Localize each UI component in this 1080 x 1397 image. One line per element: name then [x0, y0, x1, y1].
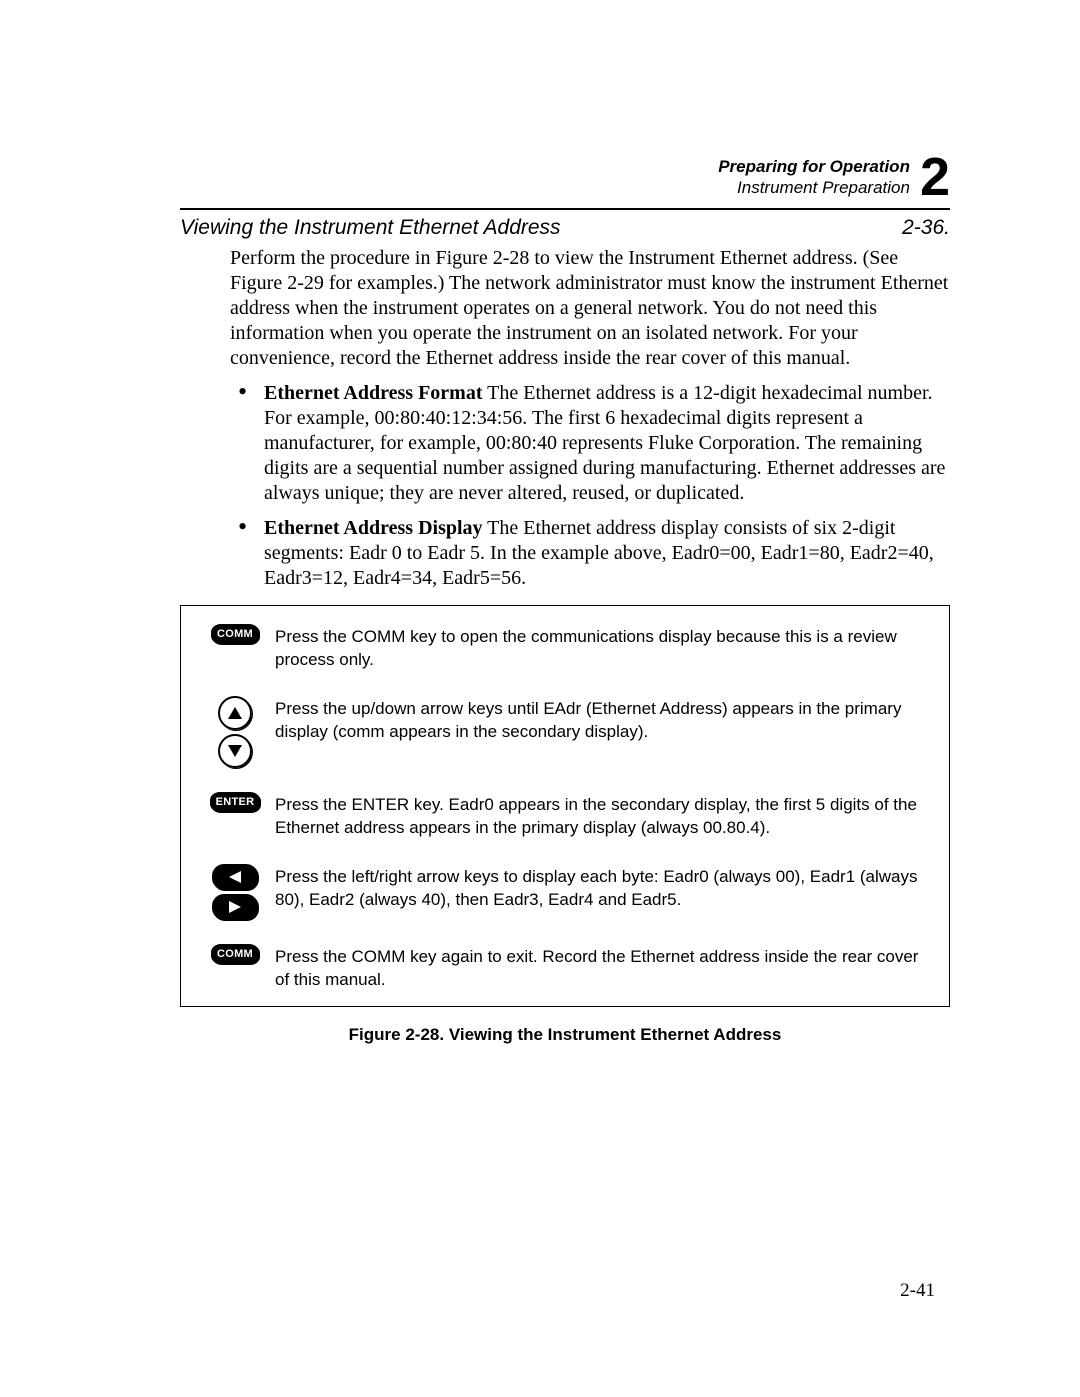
header-text: Preparing for Operation Instrument Prepa…	[718, 156, 910, 199]
step-desc: Press the up/down arrow keys until EAdr …	[275, 696, 935, 744]
step-icon-col	[195, 864, 275, 920]
step-icon-col: COMM	[195, 624, 275, 644]
body-text: Perform the procedure in Figure 2-28 to …	[230, 246, 950, 591]
document-page: Preparing for Operation Instrument Prepa…	[0, 0, 1080, 1105]
page-number: 2-41	[900, 1280, 935, 1302]
step-icon-col: COMM	[195, 944, 275, 964]
chapter-number: 2	[920, 150, 950, 204]
step-row: Press the left/right arrow keys to displ…	[195, 864, 935, 920]
step-icon-col	[195, 696, 275, 768]
left-arrow-key-icon	[212, 864, 258, 890]
section-heading-row: Viewing the Instrument Ethernet Address …	[180, 216, 950, 240]
down-arrow-key-icon	[218, 734, 252, 768]
step-icon-col: ENTER	[195, 792, 275, 812]
step-row: Press the up/down arrow keys until EAdr …	[195, 696, 935, 768]
bullet-item: Ethernet Address Display The Ethernet ad…	[230, 516, 950, 591]
intro-paragraph: Perform the procedure in Figure 2-28 to …	[230, 246, 950, 371]
header-line2: Instrument Preparation	[718, 177, 910, 198]
step-desc: Press the ENTER key. Eadr0 appears in th…	[275, 792, 935, 840]
step-row: COMM Press the COMM key to open the comm…	[195, 624, 935, 672]
section-title: Viewing the Instrument Ethernet Address	[180, 216, 561, 240]
bullet-list: Ethernet Address Format The Ethernet add…	[230, 381, 950, 591]
up-arrow-key-icon	[218, 696, 252, 730]
step-desc: Press the left/right arrow keys to displ…	[275, 864, 935, 912]
header-rule	[180, 208, 950, 210]
figure-caption: Figure 2-28. Viewing the Instrument Ethe…	[180, 1025, 950, 1045]
section-number: 2-36.	[902, 216, 950, 240]
comm-key-icon: COMM	[211, 944, 259, 964]
step-row: ENTER Press the ENTER key. Eadr0 appears…	[195, 792, 935, 840]
bullet-lead: Ethernet Address Display	[264, 517, 483, 539]
bullet-lead: Ethernet Address Format	[264, 382, 483, 404]
page-header: Preparing for Operation Instrument Prepa…	[180, 150, 950, 204]
right-arrow-key-icon	[212, 894, 258, 920]
comm-key-icon: COMM	[211, 624, 259, 644]
figure-box: COMM Press the COMM key to open the comm…	[180, 605, 950, 1007]
header-line1: Preparing for Operation	[718, 156, 910, 177]
bullet-item: Ethernet Address Format The Ethernet add…	[230, 381, 950, 506]
enter-key-icon: ENTER	[210, 792, 261, 812]
step-desc: Press the COMM key to open the communica…	[275, 624, 935, 672]
step-desc: Press the COMM key again to exit. Record…	[275, 944, 935, 992]
step-row: COMM Press the COMM key again to exit. R…	[195, 944, 935, 992]
